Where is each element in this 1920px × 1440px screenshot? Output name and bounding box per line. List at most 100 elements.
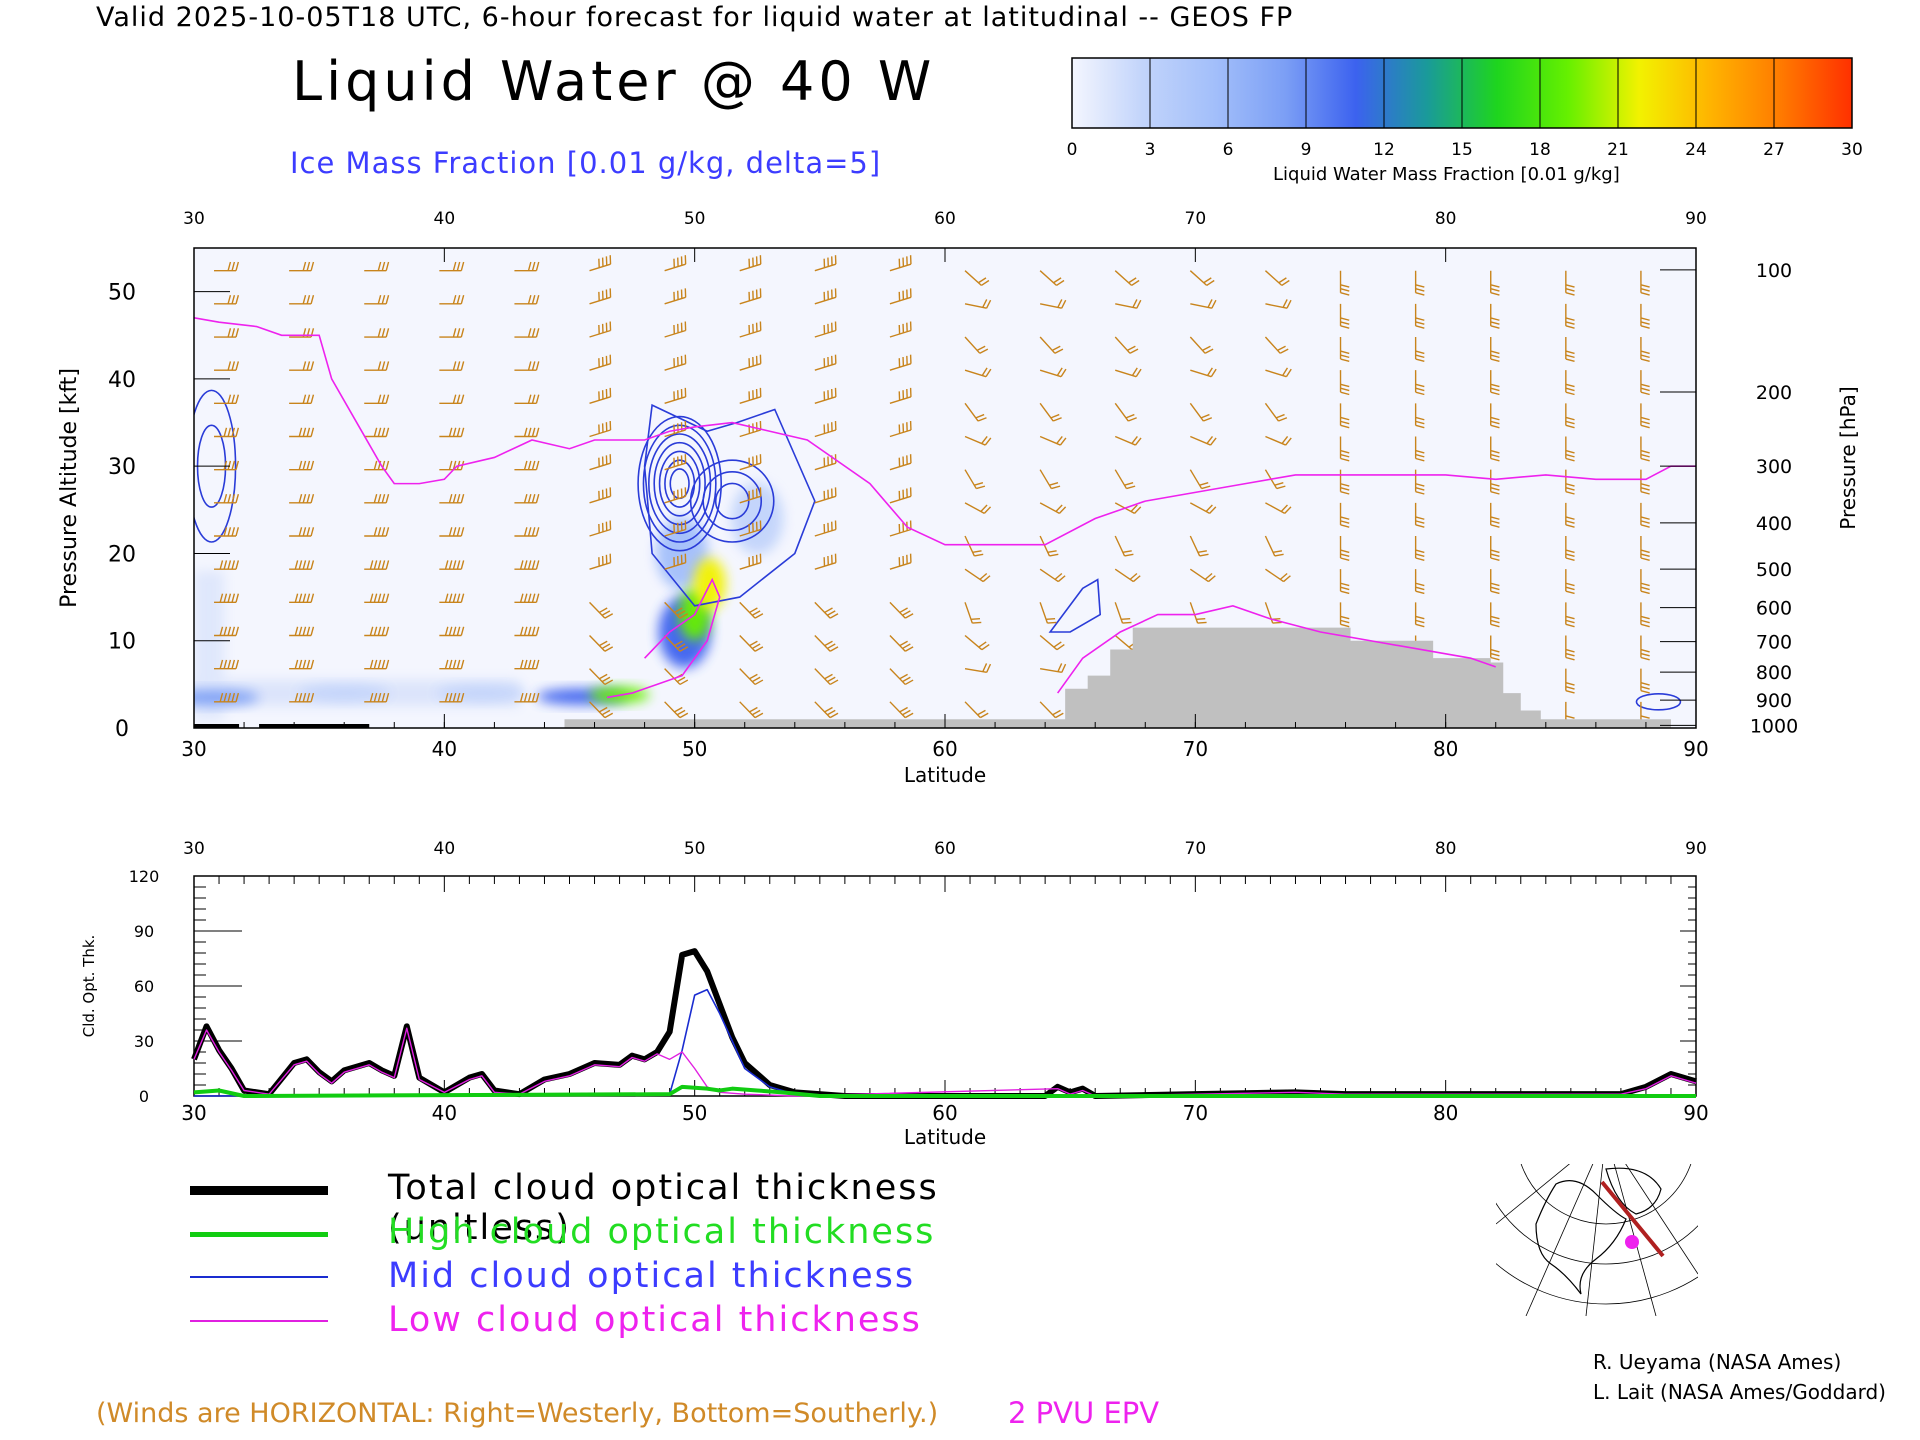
wind-barb-feather [1640,648,1650,653]
wind-barb-feather [976,485,986,490]
wind-barb-feather [460,692,465,702]
wind-barb-feather [1415,424,1425,429]
wind-barb-feather [1206,436,1214,444]
wind-barb-feather [1415,623,1425,628]
wind-barb-feather [1340,449,1350,454]
wind-barb [439,493,465,504]
wind-barb [664,601,689,619]
wind-barb [1039,701,1064,719]
wind-barb-feather [373,692,378,702]
wind-barb-feather [1127,345,1136,351]
wind-barb-feather [1340,325,1350,329]
wind-barb-feather [523,626,528,636]
wind-barb-feather [1340,516,1350,520]
wind-barb [364,626,390,637]
legend-item-low: Low cloud optical thickness [190,1300,1090,1344]
wind-barb [214,692,240,703]
wind-barb-feather [456,261,461,271]
wind-barb [664,288,687,305]
wind-barb-feather [306,659,311,669]
wind-barb-feather [975,413,985,419]
wind-barb-feather [1640,292,1650,296]
wind-barb-feather [527,460,532,470]
pressure-tick-label: 200 [1756,382,1792,404]
wind-barb [1490,270,1500,296]
wind-barb-feather [306,427,311,437]
wind-barb [814,668,839,686]
legend-item-mid: Mid cloud optical thickness [190,1256,1090,1300]
wind-barb [739,255,762,272]
wind-barb-feather [899,640,908,647]
wind-barb-feather [385,261,390,271]
wind-barb-feather [456,593,461,603]
wind-barb [739,454,762,471]
map-meridian [1496,1164,1570,1225]
wind-barb [1039,568,1066,583]
wind-barb-feather [1204,348,1214,354]
wind-barb-feather [369,560,374,570]
wind-barb-feather [223,527,228,537]
wind-barb [739,701,764,719]
valid-time-header: Valid 2025-10-05T18 UTC, 6-hour forecast… [96,2,1294,33]
wind-barb [1414,270,1425,296]
colorbar-tick-label: 27 [1763,140,1785,160]
wind-barb-feather [1415,288,1425,292]
wind-barb-feather [310,427,315,437]
liquid-water-blob [731,482,784,555]
x-tick-label-top: 40 [434,209,456,229]
wind-barb [214,560,240,570]
wind-barb-feather [1130,504,1138,512]
wind-barb [664,701,689,719]
wind-barb-feather [302,394,307,404]
wind-barb-feather [1415,358,1425,363]
wind-barb-feather [298,692,303,702]
wind-barb-feather [1490,424,1500,429]
wind-barb-feather [219,659,224,669]
wind-barb-feather [1340,623,1350,628]
wind-barb-feather [1640,689,1650,694]
ice-contour [658,450,701,517]
wind-barb-feather [676,709,686,716]
wind-barb [1039,299,1067,309]
opt-y-tick-label: 120 [129,867,160,886]
wind-barb-feather [523,692,528,702]
wind-barb-feather [1640,424,1650,429]
wind-barb-feather [377,527,382,537]
wind-barb-feather [1059,437,1067,446]
wind-barb-feather [227,328,232,338]
wind-barb-feather [1340,387,1350,392]
wind-barb-feather [452,493,457,504]
credit-lait: L. Lait (NASA Ames/Goddard) [1593,1380,1886,1404]
wind-barb-feather [827,610,836,616]
wind-barb-feather [1640,284,1650,288]
wind-barb-feather [902,643,911,650]
x-tick-label: 40 [432,737,457,761]
wind-barb-feather [369,659,374,669]
wind-barb [1039,270,1065,287]
wind-barb [1640,270,1650,296]
wind-barb-feather [1050,413,1060,419]
y2-axis-label: Pressure [hPa] [1836,386,1860,529]
wind-barb-feather [227,527,232,537]
colorbar-tick-label: 24 [1685,140,1707,160]
wind-barb-feather [904,646,914,652]
wind-barb-feather [535,427,540,437]
wind-barb-feather [1565,689,1575,694]
wind-barb-feather [829,613,839,619]
opt-y-tick-label: 60 [134,977,154,996]
wind-barb-feather [385,294,390,305]
wind-barb-feather [531,626,536,636]
liquid-water-blob [656,517,709,590]
wind-barb-feather [227,560,232,570]
wind-barb-feather [749,673,758,680]
wind-barb [1189,502,1217,514]
wind-barb-feather [223,493,228,504]
credit-ueyama: R. Ueyama (NASA Ames) [1593,1350,1842,1374]
wind-barb-feather [1640,686,1650,690]
epv-2pvu-line [194,317,1696,546]
wind-barb [1414,403,1425,429]
wind-barb-feather [1060,368,1067,378]
wind-barb-feather [235,527,240,537]
wind-barb-feather [535,394,540,404]
wind-barb-feather [751,676,761,683]
